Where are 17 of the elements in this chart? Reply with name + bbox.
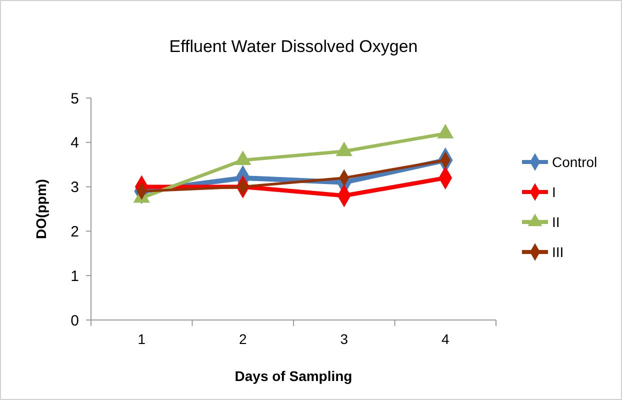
- y-tick-label: 4: [70, 134, 79, 152]
- y-tick-label: 1: [70, 268, 79, 285]
- x-tick-label: 3: [340, 331, 348, 347]
- x-tick-label: 4: [441, 331, 450, 347]
- y-tick-label: 2: [70, 223, 79, 240]
- y-tick-label: 0: [70, 312, 79, 330]
- legend-label: I: [552, 184, 556, 200]
- y-tick-label: 5: [70, 90, 79, 108]
- x-tick-label: 2: [238, 331, 247, 347]
- legend-label: III: [552, 244, 564, 260]
- y-tick-label: 3: [70, 179, 79, 196]
- x-axis-title: Days of Sampling: [234, 368, 352, 384]
- x-tick-label: 1: [138, 331, 146, 347]
- legend-label: Control: [552, 154, 598, 170]
- legend-label: II: [552, 214, 560, 230]
- y-axis-title: DO(ppm): [33, 179, 49, 239]
- chart-title: Effluent Water Dissolved Oxygen: [169, 37, 418, 56]
